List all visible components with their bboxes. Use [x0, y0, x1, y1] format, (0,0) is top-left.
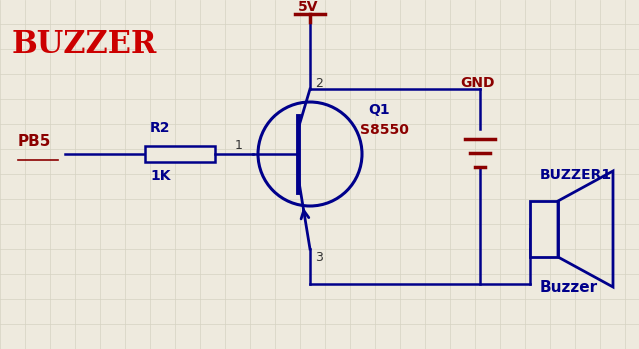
Text: S8550: S8550 [360, 123, 409, 137]
Bar [530, 201, 558, 257]
Text: Q1: Q1 [368, 103, 390, 117]
Text: R2: R2 [150, 121, 171, 135]
Bar [145, 146, 215, 162]
Text: 1: 1 [235, 139, 243, 152]
Text: BUZZER1: BUZZER1 [540, 168, 612, 182]
Text: Buzzer: Buzzer [540, 280, 598, 295]
Text: PB5: PB5 [18, 134, 51, 149]
Text: 1K: 1K [150, 169, 171, 183]
Text: 5V: 5V [298, 0, 318, 14]
Text: 3: 3 [315, 251, 323, 264]
Text: BUZZER: BUZZER [12, 29, 157, 60]
Text: 2: 2 [315, 77, 323, 90]
Text: GND: GND [460, 76, 495, 90]
